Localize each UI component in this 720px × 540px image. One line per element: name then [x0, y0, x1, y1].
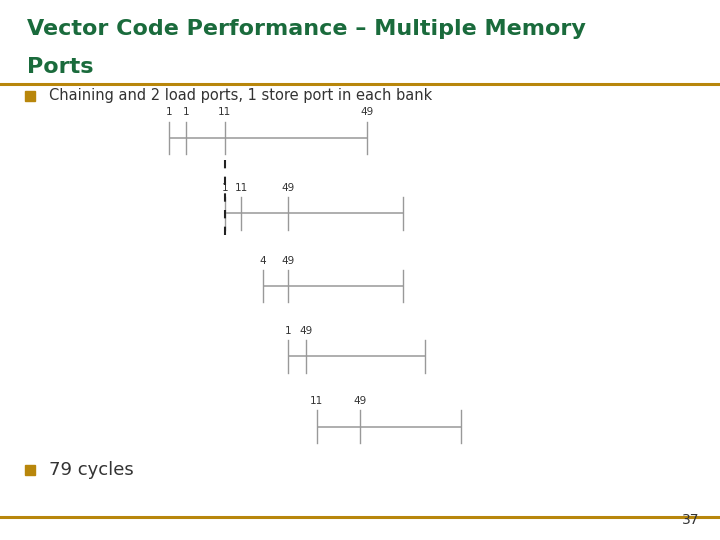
Text: 4: 4: [259, 255, 266, 266]
Text: 79 cycles: 79 cycles: [49, 461, 134, 479]
Text: 11: 11: [235, 183, 248, 193]
Text: 49: 49: [361, 107, 374, 117]
Text: 49: 49: [300, 326, 312, 336]
Text: 1: 1: [221, 183, 228, 193]
Text: 11: 11: [310, 396, 323, 406]
Text: 49: 49: [282, 183, 294, 193]
Text: 49: 49: [354, 396, 366, 406]
Text: Vector Code Performance – Multiple Memory: Vector Code Performance – Multiple Memor…: [27, 19, 586, 39]
Text: 1: 1: [182, 107, 189, 117]
Text: 37: 37: [683, 512, 700, 526]
Text: 11: 11: [218, 107, 231, 117]
Text: 1: 1: [166, 107, 173, 117]
Text: Chaining and 2 load ports, 1 store port in each bank: Chaining and 2 load ports, 1 store port …: [49, 88, 432, 103]
Text: 1: 1: [284, 326, 292, 336]
Text: Ports: Ports: [27, 57, 94, 77]
Text: 49: 49: [282, 255, 294, 266]
